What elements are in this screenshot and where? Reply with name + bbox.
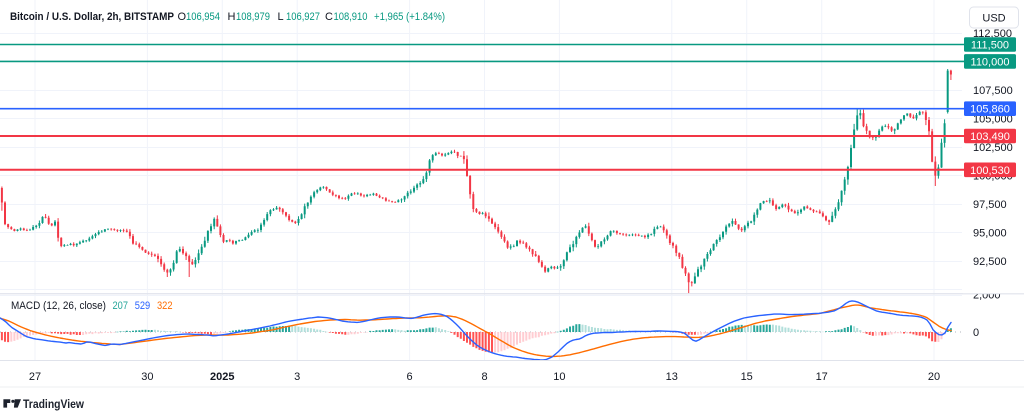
svg-text:0: 0	[973, 327, 979, 339]
svg-text:111,500: 111,500	[971, 40, 1009, 52]
svg-text:+1,965 (+1.84%): +1,965 (+1.84%)	[374, 11, 445, 23]
svg-text:L: L	[278, 11, 284, 23]
svg-text:95,000: 95,000	[973, 228, 1007, 240]
svg-text:529: 529	[135, 300, 151, 312]
svg-text:17: 17	[816, 371, 828, 383]
svg-text:10: 10	[553, 371, 565, 383]
svg-text:27: 27	[29, 371, 41, 383]
svg-text:107,500: 107,500	[973, 85, 1013, 97]
svg-text:C: C	[325, 11, 333, 23]
svg-text:MACD (12, 26, close): MACD (12, 26, close)	[11, 300, 106, 312]
svg-text:20: 20	[928, 371, 940, 383]
svg-text:103,490: 103,490	[970, 131, 1010, 143]
svg-text:Bitcoin / U.S. Dollar, 2h, BIT: Bitcoin / U.S. Dollar, 2h, BITSTAMP	[10, 11, 174, 23]
svg-text:O: O	[178, 11, 187, 23]
svg-text:322: 322	[157, 300, 173, 312]
svg-text:15: 15	[741, 371, 753, 383]
svg-text:100,530: 100,530	[970, 165, 1010, 177]
svg-text:USD: USD	[982, 13, 1005, 25]
svg-text:105,860: 105,860	[970, 104, 1010, 116]
svg-text:108,910: 108,910	[334, 11, 368, 23]
svg-text:6: 6	[407, 371, 413, 383]
svg-text:105,000: 105,000	[973, 114, 1013, 126]
svg-text:112,500: 112,500	[973, 28, 1012, 40]
svg-text:92,500: 92,500	[973, 256, 1007, 268]
svg-text:97,500: 97,500	[973, 199, 1007, 211]
svg-text:2025: 2025	[210, 371, 234, 383]
svg-text:106,927: 106,927	[286, 11, 320, 23]
svg-text:8: 8	[481, 371, 487, 383]
svg-text:13: 13	[666, 371, 678, 383]
svg-text:106,954: 106,954	[186, 11, 220, 23]
svg-text:108,979: 108,979	[236, 11, 270, 23]
svg-text:3: 3	[294, 371, 300, 383]
svg-text:207: 207	[113, 300, 129, 312]
svg-text:H: H	[228, 11, 236, 23]
svg-text:110,000: 110,000	[971, 56, 1010, 68]
svg-text:102,500: 102,500	[973, 142, 1013, 154]
svg-text:TradingView: TradingView	[23, 398, 85, 411]
svg-text:30: 30	[141, 371, 153, 383]
